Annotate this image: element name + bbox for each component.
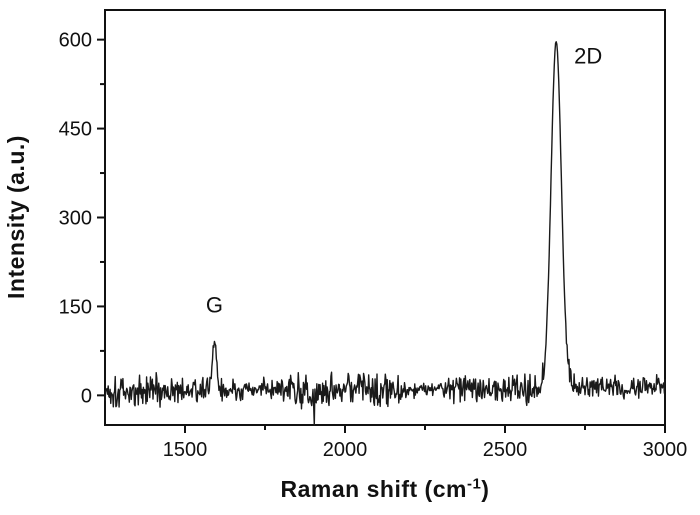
x-tick-label: 1500 — [163, 439, 208, 461]
plot-frame — [104, 9, 666, 426]
x-axis-title: Raman shift (cm-1) — [105, 476, 665, 503]
y-tick-label: 300 — [59, 208, 92, 230]
spectrum-trace — [104, 41, 666, 426]
y-axis-title-text: Intensity (a.u.) — [3, 135, 29, 299]
x-tick-label: 2500 — [483, 439, 528, 461]
y-tick-label: 150 — [59, 296, 92, 318]
y-tick-label: 600 — [59, 30, 92, 52]
peak-label-2d: 2D — [574, 43, 602, 68]
x-axis-title-superscript: -1 — [466, 475, 482, 493]
x-tick-label: 2000 — [323, 439, 368, 461]
y-tick-label: 450 — [59, 119, 92, 141]
x-axis-title-suffix: ) — [481, 476, 490, 502]
peak-label-g: G — [206, 292, 223, 317]
y-tick-label: 0 — [81, 385, 92, 407]
x-tick-label: 3000 — [643, 439, 688, 461]
x-axis-title-prefix: Raman shift (cm — [280, 476, 467, 502]
